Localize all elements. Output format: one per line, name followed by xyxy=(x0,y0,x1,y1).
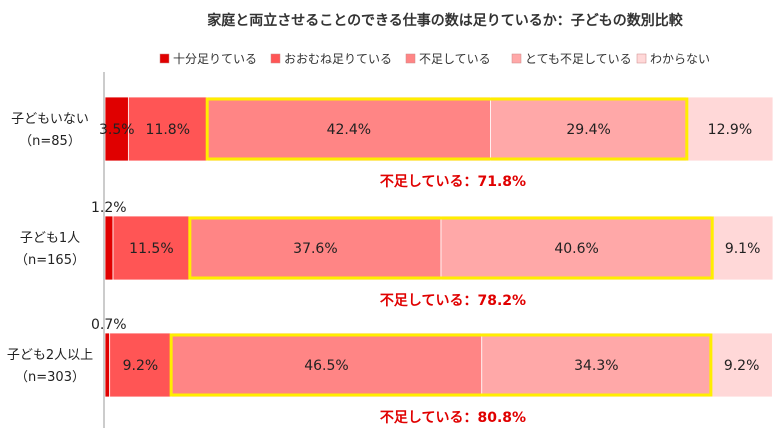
data-label: 9.2% xyxy=(123,358,159,374)
data-label: 37.6% xyxy=(293,241,337,257)
bar-segment xyxy=(490,96,688,162)
legend-label-3: 不足している xyxy=(419,52,491,66)
legend: 十分足りている おおむね足りている 不足している とても不足している わからない xyxy=(159,52,710,66)
legend-swatch-3 xyxy=(405,53,416,64)
bar-segment xyxy=(112,215,191,281)
data-label: 0.7% xyxy=(91,317,127,333)
legend-swatch-5 xyxy=(636,53,647,64)
category-labels: 子どもいない （n=85） 子ども1人 （n=165） 子ども2人以上 （n=303） xyxy=(7,112,93,385)
bar-segment xyxy=(104,215,114,281)
data-label: 3.5% xyxy=(99,122,135,138)
bars: 3.5% 11.8% 42.4% 29.4% 12.9% 不足している：71.8% 1.2%… xyxy=(91,96,774,426)
bar-segment xyxy=(686,96,774,162)
category-n-label: （n=165） xyxy=(15,253,85,268)
category-label: 子どもいない xyxy=(11,112,89,127)
legend-label-5: わからない xyxy=(650,52,710,66)
category-label: 子ども2人以上 xyxy=(7,348,93,363)
data-label: 42.4% xyxy=(327,122,371,138)
legend-label-2: おおむね足りている xyxy=(284,52,392,66)
highlight-box xyxy=(169,333,713,397)
bar-segment xyxy=(710,332,773,398)
category-n-label: （n=303） xyxy=(15,370,85,385)
bar-segment xyxy=(104,332,111,398)
bar-segment xyxy=(440,215,713,281)
data-label: 11.8% xyxy=(146,122,190,138)
bar-segment xyxy=(170,332,483,398)
shortage-annotation: 不足している：80.8% xyxy=(380,410,526,426)
data-label: 12.9% xyxy=(708,122,752,138)
data-label: 40.6% xyxy=(554,241,598,257)
highlight-box xyxy=(188,216,714,280)
data-label: 9.2% xyxy=(724,358,760,374)
data-label: 9.1% xyxy=(725,241,761,257)
legend-swatch-1 xyxy=(159,53,170,64)
legend-swatch-4 xyxy=(511,53,522,64)
category-label: 子ども1人 xyxy=(20,231,80,246)
shortage-annotation: 不足している：71.8% xyxy=(380,174,526,190)
data-label: 29.4% xyxy=(566,122,610,138)
data-label: 46.5% xyxy=(304,358,348,374)
data-label: 11.5% xyxy=(129,241,173,257)
category-n-label: （n=85） xyxy=(19,134,81,149)
data-label: 1.2% xyxy=(91,200,127,216)
highlight-box xyxy=(205,97,689,161)
data-label: 34.3% xyxy=(574,358,618,374)
shortage-annotation: 不足している：78.2% xyxy=(380,293,526,309)
bar-segment xyxy=(127,96,208,162)
legend-label-1: 十分足りている xyxy=(173,52,257,66)
bar-segment xyxy=(481,332,712,398)
chart-title: 家庭と両立させることのできる仕事の数は足りているか：子どもの数別比較 xyxy=(207,12,684,29)
legend-swatch-2 xyxy=(270,53,281,64)
legend-label-4: とても不足している xyxy=(525,52,632,66)
bar-segment xyxy=(206,96,491,162)
